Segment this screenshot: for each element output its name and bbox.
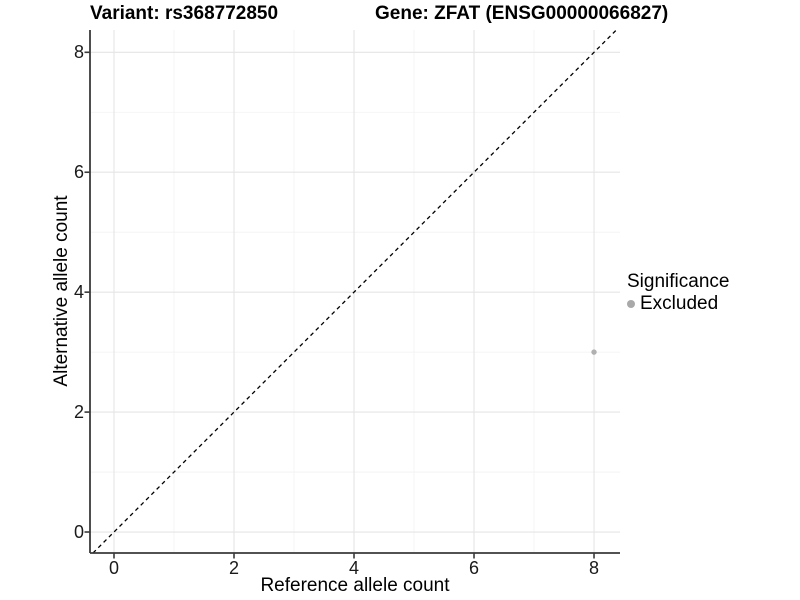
y-tick-label: 2	[73, 402, 84, 423]
data-point	[591, 349, 597, 355]
plot-title-gene: Gene: ZFAT (ENSG00000066827)	[375, 3, 669, 24]
y-tick-label: 8	[73, 42, 84, 63]
x-tick-label: 4	[348, 558, 359, 578]
legend-title: Significance	[627, 271, 730, 292]
identity-line	[92, 29, 617, 554]
y-axis-label: Alternative allele count	[51, 195, 72, 387]
x-tick-label: 2	[228, 558, 239, 578]
legend-item-label: Excluded	[640, 293, 719, 314]
legend-point-swatch-icon	[627, 300, 635, 308]
x-tick-label: 6	[468, 558, 479, 578]
x-tick-label: 0	[108, 558, 119, 578]
y-tick-label: 4	[73, 282, 84, 303]
legend-item-excluded: Excluded	[627, 293, 729, 315]
x-tick-label: 8	[589, 558, 600, 578]
y-tick-label: 6	[73, 162, 84, 183]
plot-title-variant: Variant: rs368772850	[90, 3, 279, 24]
x-axis-label: Reference allele count	[260, 575, 450, 596]
y-tick-label: 0	[73, 522, 84, 542]
legend: Significance Excluded	[627, 271, 729, 315]
